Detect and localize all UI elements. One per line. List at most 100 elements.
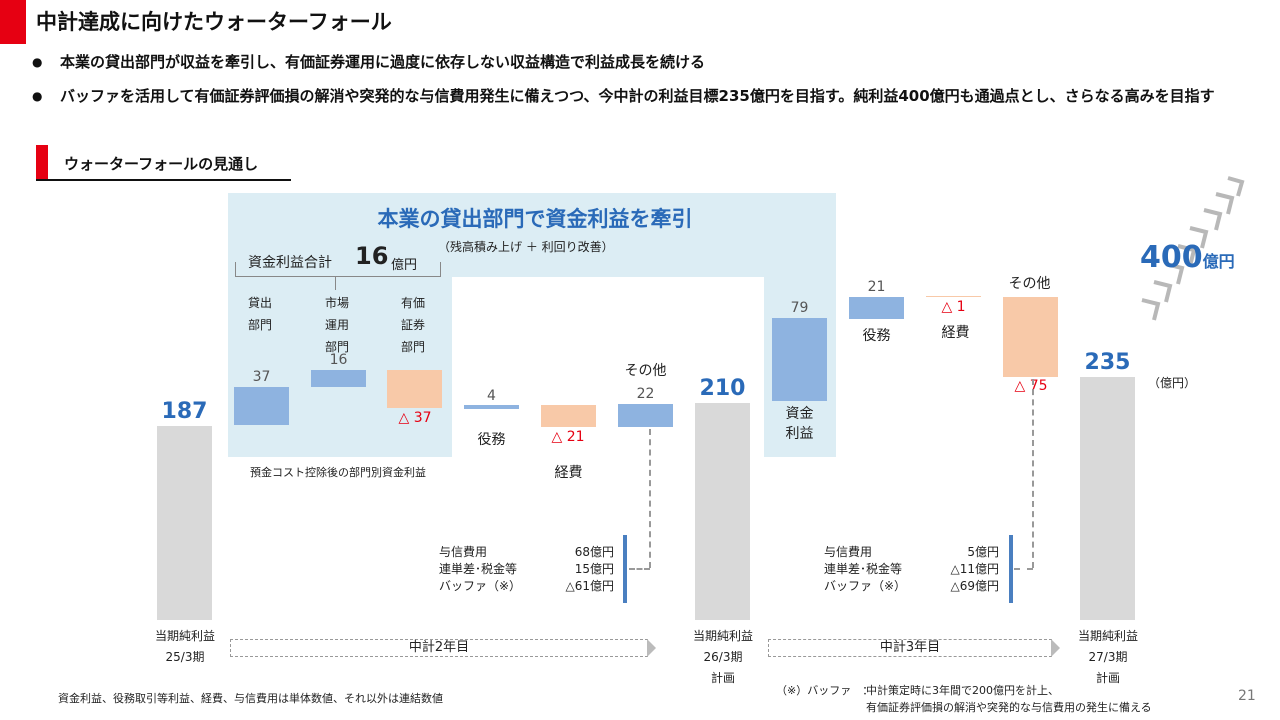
category-line: 貸出 [247,296,272,310]
total-unit: 億円 [391,258,418,273]
value-market: 16 [329,352,348,368]
bar-lending [234,387,289,425]
breakdown-name: 与信費用 [439,545,488,559]
category-securities: 有価 証券 部門 [393,292,433,358]
value-other-2: △ 75 [1014,378,1048,394]
axis-label-25: 当期純利益 25/3期 [140,626,230,668]
bar-expenses-1 [541,405,596,427]
label-net-interest: 資金 利益 [772,404,827,444]
page-title: 中計達成に向けたウォーターフォール [36,10,392,34]
bracket-center [335,276,336,290]
axis-line: 26/3期 [703,650,743,664]
value-total-25: 187 [161,399,208,424]
axis-line: 計画 [1095,671,1120,685]
chevron-stack-icon [1141,176,1245,321]
label-other-2: その他 [1008,276,1051,292]
target-value: 400 [1140,240,1203,275]
label-fees-1: 役務 [477,432,506,448]
breakdown-name: 連単差･税金等 [824,562,903,576]
total-label: 資金利益合計 [248,255,332,271]
value-total-26: 210 [699,376,746,401]
value-securities: △ 37 [398,410,432,426]
total-value: 16 [355,242,389,270]
value-total-27: 235 [1084,350,1131,375]
breakdown-row: バッファ（※） △69億円 [824,578,999,595]
axis-line: 25/3期 [165,650,205,664]
axis-line: 当期純利益 [154,629,215,643]
breakdown-row: 連単差･税金等 15億円 [439,561,614,578]
bar-other-2 [1003,297,1058,377]
section-accent-bar [36,145,48,181]
breakdown-row: 与信費用 5億円 [824,544,999,561]
panel-subheadline: （残高積み上げ ＋ 利回り改善） [438,240,614,254]
highlight-panel-top [228,193,836,277]
label-line: 資金 [785,406,814,422]
breakdown-name: バッファ（※） [824,579,907,593]
bar-total-26 [695,403,750,620]
label-other-1: その他 [624,363,667,379]
axis-line: 計画 [710,671,735,685]
bullet-text: バッファを活用して有価証券評価損の解消や突発的な与信費用発生に備えつつ、今中計の… [60,87,1215,105]
bar-total-27 [1080,377,1135,620]
category-line: 運用 [324,318,349,332]
category-line: 部門 [400,340,425,354]
breakdown-value: 68億円 [574,545,614,559]
connector-left-vertical [649,429,651,568]
unit-label: （億円） [1148,376,1197,390]
bar-other-1 [618,404,673,427]
value-net-interest: 79 [790,300,809,316]
bar-fees-1 [464,405,519,409]
breakdown-row: 与信費用 68億円 [439,544,614,561]
period-band-year2: 中計2年目 [230,639,656,657]
bracket-left [235,262,236,276]
bar-securities [387,370,442,408]
bracket-right [440,262,441,276]
footer-note-right-label: （※）バッファ ： [776,684,874,697]
breakdown-row: バッファ（※） △61億円 [439,578,614,595]
breakdown-right: 与信費用 5億円 連単差･税金等 △11億円 バッファ（※） △69億円 [824,544,999,595]
upward-chevrons [1138,172,1248,352]
breakdown-name: 連単差･税金等 [439,562,518,576]
value-fees-2: 21 [867,279,886,295]
breakdown-value: △69億円 [950,579,1000,593]
panel-headline: 本業の貸出部門で資金利益を牽引 [377,207,693,231]
panel-footnote: 預金コスト控除後の部門別資金利益 [250,466,426,479]
value-expenses-1: △ 21 [551,429,585,445]
label-expenses-1: 経費 [554,465,583,481]
page-number: 21 [1238,688,1256,704]
period-band-year3: 中計3年目 [768,639,1060,657]
axis-label-26: 当期純利益 26/3期 計画 [678,626,768,689]
category-line: 有価 [400,296,425,310]
connector-right-horizontal [1014,568,1033,570]
bullet-text: 本業の貸出部門が収益を牽引し、有価証券運用に過度に依存しない収益構造で利益成長を… [60,53,706,71]
label-expenses-2: 経費 [941,325,970,341]
breakdown-name: 与信費用 [824,545,873,559]
footer-note-left: 資金利益、役務取引等利益、経費、与信費用は単体数値、それ以外は連結数値 [58,692,443,705]
breakdown-left-bar [623,535,627,603]
breakdown-name: バッファ（※） [439,579,522,593]
category-line: 部門 [247,318,272,332]
value-lending: 37 [252,369,271,385]
breakdown-value: △61億円 [565,579,615,593]
bar-expenses-2 [926,296,981,297]
footer-note-right-2: 有価証券評価損の解消や突発的な与信費用の発生に備える [866,701,1152,714]
breakdown-value: △11億円 [950,562,1000,576]
category-line: 市場 [324,296,349,310]
section-underline [36,179,291,181]
highlight-panel-left [228,277,452,457]
label-fees-2: 役務 [862,328,891,344]
target-unit: 億円 [1202,252,1235,271]
value-fees-1: 4 [487,388,496,404]
category-line: 証券 [400,318,425,332]
connector-right-vertical [1032,379,1034,568]
breakdown-right-bar [1009,535,1013,603]
period-band-label: 中計2年目 [408,640,470,655]
category-lending: 貸出 部門 [240,292,280,336]
breakdown-row: 連単差･税金等 △11億円 [824,561,999,578]
breakdown-value: 5億円 [967,545,999,559]
bullet-marker: ● [32,89,43,103]
title-accent-bar [0,0,26,44]
axis-line: 当期純利益 [1077,629,1138,643]
breakdown-left: 与信費用 68億円 連単差･税金等 15億円 バッファ（※） △61億円 [439,544,614,595]
bar-net-interest [772,318,827,401]
